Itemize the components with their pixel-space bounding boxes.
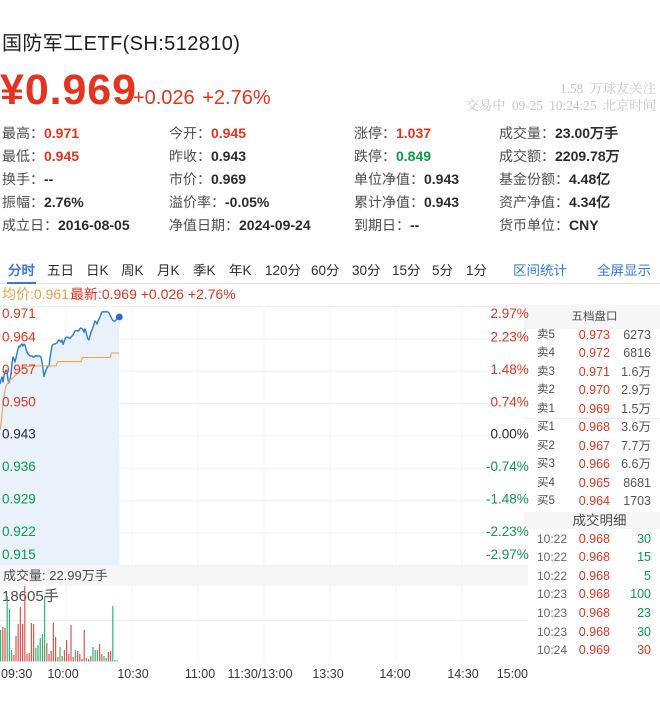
svg-text:2.23%: 2.23% bbox=[491, 330, 529, 345]
svg-text:2.97%: 2.97% bbox=[491, 306, 529, 321]
svg-text:0.929: 0.929 bbox=[2, 491, 36, 506]
svg-text:0.950: 0.950 bbox=[2, 394, 36, 409]
svg-text:0.00%: 0.00% bbox=[491, 427, 529, 442]
svg-text:-2.23%: -2.23% bbox=[486, 524, 529, 539]
svg-text:0.922: 0.922 bbox=[2, 524, 36, 539]
svg-text:-2.97%: -2.97% bbox=[486, 547, 529, 562]
svg-text:0.915: 0.915 bbox=[2, 547, 36, 562]
svg-text:0.957: 0.957 bbox=[2, 362, 36, 377]
svg-text:1.48%: 1.48% bbox=[491, 362, 529, 377]
svg-text:0.964: 0.964 bbox=[2, 330, 36, 345]
svg-text:0.943: 0.943 bbox=[2, 427, 36, 442]
svg-text:-1.48%: -1.48% bbox=[486, 491, 529, 506]
svg-text:0.936: 0.936 bbox=[2, 459, 36, 474]
svg-text:-0.74%: -0.74% bbox=[486, 459, 529, 474]
svg-text:0.971: 0.971 bbox=[2, 306, 36, 321]
svg-text:0.74%: 0.74% bbox=[491, 394, 529, 409]
